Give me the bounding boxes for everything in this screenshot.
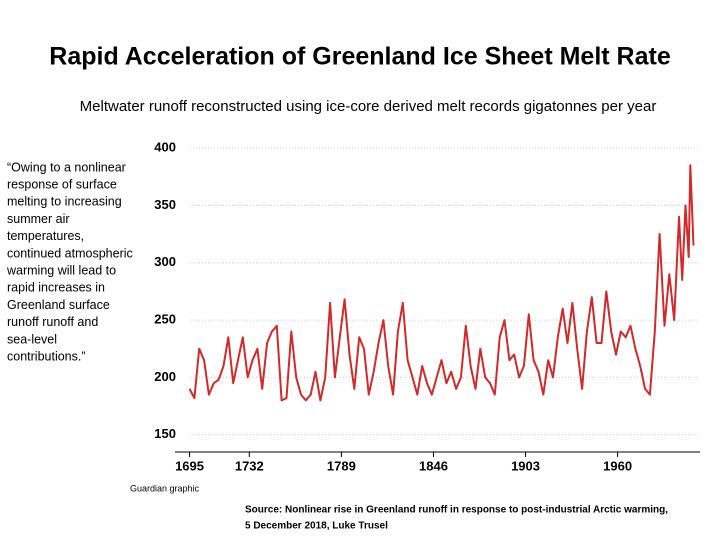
y-tick-label: 300 xyxy=(154,254,176,269)
source: 5 December 2018, Luke Trusel xyxy=(245,521,388,532)
chart-subtitle: Meltwater runoff reconstructed using ice… xyxy=(80,98,657,115)
annotation: response of surface xyxy=(7,177,117,191)
source: Source: Nonlinear rise in Greenland runo… xyxy=(245,505,668,516)
annotation: melting to increasing xyxy=(7,195,122,209)
x-tick-label: 1789 xyxy=(327,458,356,473)
x-tick-label: 1846 xyxy=(419,458,448,473)
annotation: continued atmospheric xyxy=(7,246,133,260)
annotation: sea-level xyxy=(7,332,57,346)
annotation: rapid increases in xyxy=(7,281,105,295)
annotation: runoff runoff and xyxy=(7,315,98,329)
annotation: Greenland surface xyxy=(7,298,110,312)
x-tick-label: 1960 xyxy=(603,458,632,473)
x-tick-label: 1732 xyxy=(235,458,264,473)
annotation: warming will lead to xyxy=(6,263,116,277)
credit: Guardian graphic xyxy=(130,483,200,493)
y-tick-label: 200 xyxy=(154,369,176,384)
y-tick-label: 250 xyxy=(154,312,176,327)
annotation: contributions.” xyxy=(7,349,86,363)
x-tick-label: 1903 xyxy=(511,458,540,473)
y-tick-label: 350 xyxy=(154,197,176,212)
annotation: summer air xyxy=(7,212,70,226)
annotation: “Owing to a nonlinear xyxy=(7,160,126,174)
chart-title: Rapid Acceleration of Greenland Ice Shee… xyxy=(49,43,671,71)
y-tick-label: 150 xyxy=(154,426,176,441)
y-tick-label: 400 xyxy=(154,139,176,154)
annotation: temperatures, xyxy=(7,229,84,243)
data-line xyxy=(188,164,695,402)
x-tick-label: 1695 xyxy=(175,458,204,473)
